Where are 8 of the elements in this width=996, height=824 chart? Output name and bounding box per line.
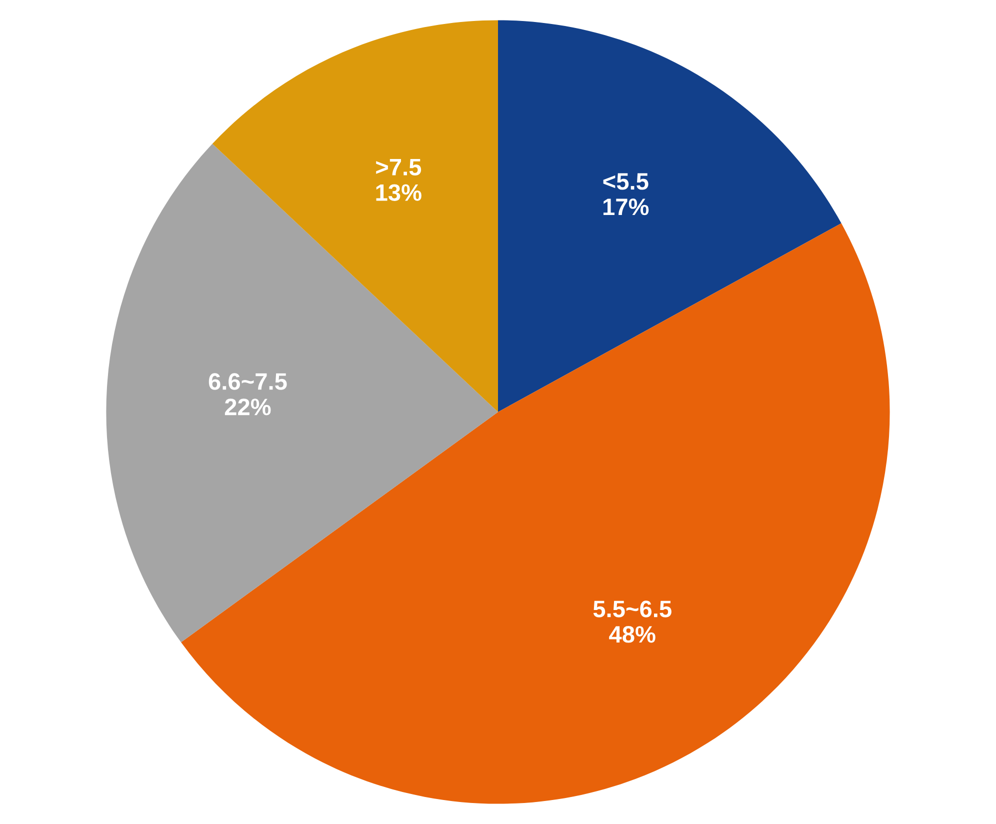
data-label: 17% xyxy=(604,198,649,216)
slice-label: <5.5 xyxy=(603,173,648,190)
slice-label: 6.6~7.5 xyxy=(208,373,287,390)
data-label: 48% xyxy=(609,626,656,643)
slice-label: 5.5~6.5 xyxy=(593,600,672,618)
data-label: 13% xyxy=(376,184,422,201)
data-label: 22% xyxy=(224,398,271,416)
slice-label: >7.5 xyxy=(376,159,422,176)
